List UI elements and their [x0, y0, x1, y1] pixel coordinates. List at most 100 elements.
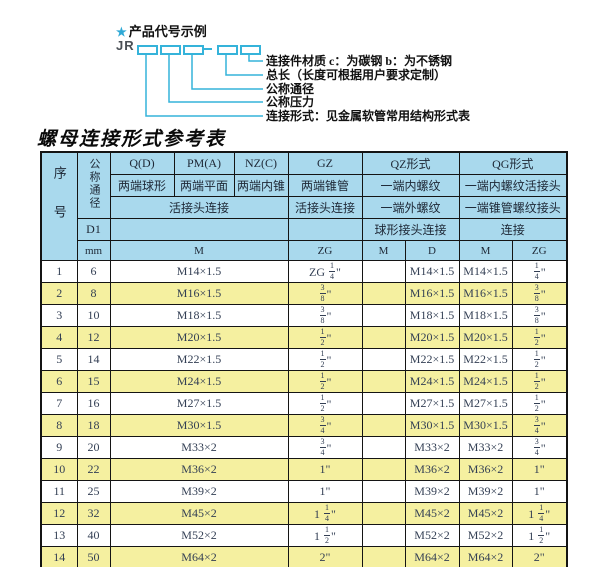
cell-qz-m	[361, 348, 406, 371]
cell-qg-zg: 1 2 "	[511, 348, 568, 371]
header-qg-zg-unit: ZG	[511, 240, 568, 261]
cell-qz-m	[361, 414, 406, 437]
cell-qg-m: M16×1.5	[458, 282, 513, 305]
product-code-heading: ★ 产品代号示例	[116, 21, 207, 40]
cell-dn: 18	[76, 414, 111, 437]
cell-zg: ZG 1 4 "	[287, 260, 363, 283]
cell-qz-m	[361, 260, 406, 283]
header-qg-desc2: 一端锥管螺纹接头	[458, 196, 568, 219]
header-blank-qpmnz	[109, 218, 289, 241]
cell-zg: 2"	[287, 546, 363, 567]
cell-qg-m: M20×1.5	[458, 326, 513, 349]
cell-m: M36×2	[109, 458, 289, 481]
cell-m: M14×1.5	[109, 260, 289, 283]
cell-seq: 14	[40, 546, 78, 567]
table-row: 9 20 M33×2 3 4 " M33×2 M33×2 3 4 "	[40, 436, 568, 459]
cell-qz-m	[361, 370, 406, 393]
page-title: 螺母连接形式参考表	[37, 129, 227, 150]
cell-seq: 4	[40, 326, 78, 349]
cell-seq: 8	[40, 414, 78, 437]
header-col-nz: NZ(C)	[233, 151, 289, 175]
header-d1: D1	[76, 218, 111, 241]
cell-qz-m	[361, 304, 406, 327]
cell-dn: 40	[76, 524, 111, 547]
nut-connection-table: 序号 公称通径 Q(D) PM(A) NZ(C) GZ QZ形式 QG形式 两端…	[40, 151, 568, 567]
cell-zg: 1 2 "	[287, 326, 363, 349]
cell-qg-zg: 1 2 "	[511, 326, 568, 349]
cell-dn: 14	[76, 348, 111, 371]
cell-qz-m	[361, 502, 406, 525]
cell-qz-d: M36×2	[404, 458, 460, 481]
cell-qg-m: M14×1.5	[458, 260, 513, 283]
cell-seq: 9	[40, 436, 78, 459]
header-col-qz: QZ形式	[361, 151, 460, 175]
cell-dn: 20	[76, 436, 111, 459]
table-header: 序号 公称通径 Q(D) PM(A) NZ(C) GZ QZ形式 QG形式 两端…	[40, 151, 568, 261]
header-qz-desc2: 一端外螺纹	[361, 196, 460, 219]
cell-qg-zg: 2"	[511, 546, 568, 567]
cell-m: M39×2	[109, 480, 289, 503]
cell-qg-zg: 3 8 "	[511, 304, 568, 327]
cell-qz-d: M24×1.5	[404, 370, 460, 393]
cell-qz-m	[361, 282, 406, 305]
table-row: 6 15 M24×1.5 1 2 " M24×1.5 M24×1.5 1 2 "	[40, 370, 568, 393]
label-pressure: 公称压力	[266, 95, 315, 109]
cell-seq: 5	[40, 348, 78, 371]
product-code-heading-text: 产品代号示例	[128, 24, 207, 39]
cell-zg: 1 1 2 "	[287, 524, 363, 547]
cell-qg-zg: 1"	[511, 458, 568, 481]
header-col-qg: QG形式	[458, 151, 568, 175]
cell-dn: 8	[76, 282, 111, 305]
table-row: 1 6 M14×1.5 ZG 1 4 " M14×1.5 M14×1.5 1 4 "	[40, 260, 568, 283]
cell-zg: 3 4 "	[287, 436, 363, 459]
cell-qz-m	[361, 326, 406, 349]
cell-dn: 22	[76, 458, 111, 481]
cell-seq: 13	[40, 524, 78, 547]
cell-qg-zg: 1 2 "	[511, 370, 568, 393]
cell-qg-zg: 3 8 "	[511, 282, 568, 305]
code-box-4	[217, 45, 238, 55]
cell-qz-d: M22×1.5	[404, 348, 460, 371]
cell-qz-m	[361, 458, 406, 481]
label-connection: 连接形式：见金属软管常用结构形式表	[266, 109, 471, 123]
table-row: 5 14 M22×1.5 1 2 " M22×1.5 M22×1.5 1 2 "	[40, 348, 568, 371]
header-m-unit: M	[109, 240, 289, 261]
table-row: 11 25 M39×2 1" M39×2 M39×2 1"	[40, 480, 568, 503]
cell-m: M22×1.5	[109, 348, 289, 371]
cell-qg-zg: 1 1 2 "	[511, 524, 568, 547]
header-qg-desc1: 一端内螺纹活接头	[458, 174, 568, 197]
cell-zg: 1"	[287, 458, 363, 481]
label-diameter: 公称通径	[266, 82, 315, 96]
cell-qg-m: M52×2	[458, 524, 513, 547]
cell-qz-m	[361, 436, 406, 459]
table-row: 12 32 M45×2 1 1 4 " M45×2 M45×2 1 1 4 "	[40, 502, 568, 525]
table-row: 7 16 M27×1.5 1 2 " M27×1.5 M27×1.5 1 2 "	[40, 392, 568, 415]
cell-dn: 12	[76, 326, 111, 349]
header-pm-desc: 两端平面	[173, 174, 235, 197]
cell-seq: 11	[40, 480, 78, 503]
cell-m: M64×2	[109, 546, 289, 567]
cell-seq: 12	[40, 502, 78, 525]
header-qpmnz-conn: 活接头连接	[109, 196, 289, 219]
cell-zg: 1 2 "	[287, 392, 363, 415]
header-blank-gz	[287, 218, 363, 241]
cell-dn: 32	[76, 502, 111, 525]
header-col-q: Q(D)	[109, 151, 175, 175]
cell-qg-zg: 3 4 "	[511, 436, 568, 459]
header-qz-d-unit: D	[404, 240, 460, 261]
cell-qg-zg: 1"	[511, 480, 568, 503]
cell-seq: 3	[40, 304, 78, 327]
code-box-2	[160, 45, 181, 55]
cell-qg-m: M30×1.5	[458, 414, 513, 437]
cell-qz-d: M52×2	[404, 524, 460, 547]
header-qg-m-unit: M	[458, 240, 513, 261]
cell-m: M52×2	[109, 524, 289, 547]
table-row: 14 50 M64×2 2" M64×2 M64×2 2"	[40, 546, 568, 567]
cell-qz-d: M30×1.5	[404, 414, 460, 437]
cell-qg-m: M45×2	[458, 502, 513, 525]
cell-qg-zg: 1 4 "	[511, 260, 568, 283]
table-body: 1 6 M14×1.5 ZG 1 4 " M14×1.5 M14×1.5 1 4 " 2 8 M16×1.…	[40, 260, 568, 567]
header-mm: mm	[76, 240, 111, 261]
cell-qz-m	[361, 524, 406, 547]
table-row: 10 22 M36×2 1" M36×2 M36×2 1"	[40, 458, 568, 481]
